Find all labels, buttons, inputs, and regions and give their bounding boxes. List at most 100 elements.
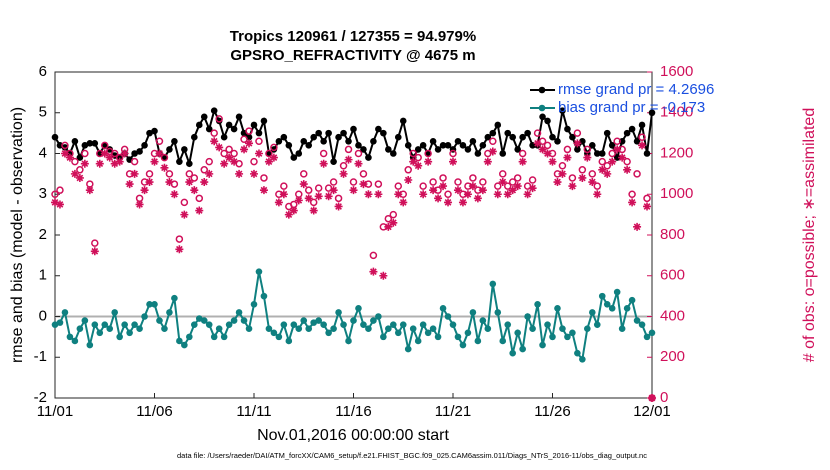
- point: [300, 317, 308, 324]
- point: [61, 144, 69, 151]
- point: [310, 319, 318, 326]
- point: [255, 268, 263, 275]
- point: [643, 150, 651, 157]
- point: [494, 121, 502, 129]
- point: [101, 142, 109, 149]
- series: [51, 115, 656, 402]
- point: [245, 127, 253, 135]
- point: [598, 157, 606, 166]
- point: [424, 157, 433, 166]
- point: [365, 154, 372, 161]
- point: [205, 157, 213, 166]
- point: [380, 129, 387, 137]
- point: [474, 150, 482, 157]
- point: [394, 133, 402, 141]
- point: [638, 121, 646, 129]
- point: [464, 146, 472, 153]
- point: [508, 186, 517, 195]
- point: [359, 170, 368, 178]
- point: [648, 394, 656, 402]
- point: [494, 182, 502, 190]
- point: [578, 166, 587, 174]
- point: [584, 325, 591, 333]
- point: [51, 198, 59, 207]
- point: [319, 159, 328, 168]
- point: [235, 113, 243, 121]
- point: [274, 198, 283, 207]
- point: [334, 202, 343, 211]
- point: [235, 169, 244, 178]
- y-tick-label: -1: [34, 348, 47, 365]
- point: [553, 178, 562, 187]
- series-line: [54, 107, 653, 168]
- series: [51, 268, 656, 363]
- point: [171, 137, 178, 145]
- point: [504, 321, 512, 328]
- point: [643, 194, 651, 203]
- point: [329, 178, 338, 186]
- point: [210, 137, 219, 146]
- point: [564, 333, 571, 341]
- point: [110, 159, 119, 168]
- point: [459, 341, 467, 349]
- point: [569, 329, 576, 337]
- point: [106, 146, 114, 153]
- point: [329, 186, 338, 195]
- point: [554, 305, 561, 312]
- point: [439, 305, 447, 312]
- point: [414, 161, 423, 170]
- point: [613, 288, 621, 296]
- point: [160, 153, 169, 162]
- y-tick-label: 4: [39, 144, 47, 161]
- point: [151, 300, 158, 308]
- point: [315, 129, 322, 137]
- x-tick-label: 11/26: [534, 403, 570, 420]
- point: [166, 146, 173, 153]
- point: [270, 329, 278, 337]
- point: [369, 251, 378, 260]
- point: [270, 146, 278, 153]
- point: [105, 153, 114, 162]
- point: [399, 117, 407, 125]
- point: [360, 146, 367, 153]
- point: [121, 321, 128, 328]
- x-tick-label: 12/01: [633, 403, 671, 420]
- point: [180, 210, 189, 219]
- point: [503, 190, 512, 199]
- point: [284, 210, 293, 219]
- point: [101, 141, 109, 150]
- point: [106, 325, 114, 333]
- point: [385, 146, 392, 153]
- point: [579, 355, 586, 363]
- point: [135, 200, 144, 209]
- point: [91, 321, 99, 328]
- point: [583, 153, 592, 162]
- point: [409, 149, 417, 158]
- point: [250, 121, 258, 129]
- point: [314, 192, 323, 201]
- point: [175, 235, 184, 243]
- point: [374, 190, 383, 199]
- point: [295, 190, 303, 198]
- point: [414, 153, 422, 162]
- point: [76, 166, 84, 174]
- point: [633, 222, 642, 231]
- point: [434, 146, 442, 153]
- point: [354, 149, 363, 158]
- point: [623, 165, 632, 174]
- point: [628, 125, 636, 133]
- point: [280, 133, 288, 141]
- point: [260, 292, 268, 300]
- point: [578, 173, 587, 182]
- point: [215, 143, 224, 152]
- y2-tick-label: 0: [660, 389, 668, 406]
- point: [648, 109, 656, 117]
- point: [514, 329, 521, 337]
- point: [638, 321, 646, 328]
- point: [289, 206, 298, 215]
- point: [464, 329, 472, 337]
- point: [295, 325, 303, 333]
- point: [404, 345, 412, 353]
- point: [309, 206, 318, 215]
- point: [240, 317, 248, 324]
